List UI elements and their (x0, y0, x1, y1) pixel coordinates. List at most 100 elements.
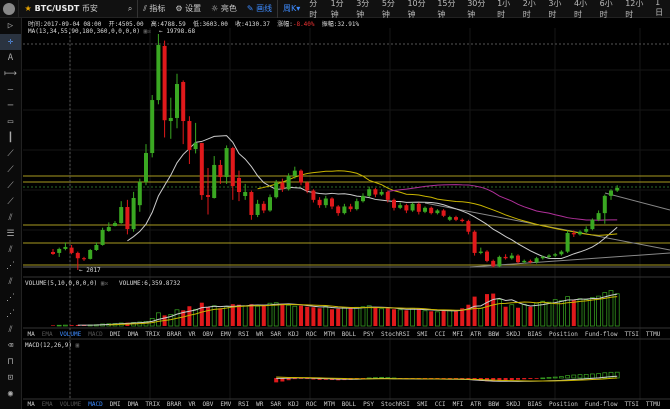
theme-button[interactable]: ☼ 亮色 (206, 3, 242, 14)
tab-roc[interactable]: ROC (306, 331, 317, 338)
extended-line-icon[interactable]: ⟋ (7, 181, 14, 191)
tab-ema[interactable]: EMA (41, 401, 53, 408)
tab-psy[interactable]: PSY (363, 331, 374, 338)
period-6[interactable]: 30分钟 (467, 0, 486, 19)
measure-icon[interactable]: ⫽ (8, 277, 13, 287)
tab-vr[interactable]: VR (188, 401, 196, 408)
tab-ttsi[interactable]: TTSI (624, 331, 639, 338)
channel-icon[interactable]: ▭ (7, 117, 14, 127)
tab-obv[interactable]: OBV (202, 331, 214, 338)
period-7[interactable]: 1小时 (497, 0, 511, 19)
magnet-icon[interactable]: ⊓ (7, 357, 14, 367)
app-logo[interactable] (0, 0, 20, 18)
period-3[interactable]: 5分钟 (381, 0, 395, 19)
tab-volume[interactable]: VOLUME (59, 331, 82, 338)
tab-kdj[interactable]: KDJ (288, 401, 299, 408)
tab-atr[interactable]: ATR (470, 401, 482, 408)
period-11[interactable]: 6小时 (599, 0, 613, 19)
eye-icon[interactable]: ◉ (7, 389, 14, 399)
tab-dma[interactable]: DMA (127, 401, 139, 408)
tab-dma[interactable]: DMA (127, 331, 139, 338)
tab-kdj[interactable]: KDJ (288, 331, 299, 338)
tab-dmi[interactable]: DMI (109, 401, 121, 408)
period-dropdown[interactable]: 周K ▾ (278, 3, 305, 14)
ray-icon[interactable]: ⟼ (4, 69, 17, 79)
tab-roc[interactable]: ROC (306, 401, 317, 408)
settings-button[interactable]: ⚙ 设置 (170, 3, 206, 14)
tab-wr[interactable]: WR (256, 401, 264, 408)
tab-skdj[interactable]: SKDJ (506, 331, 521, 338)
gann-icon[interactable]: ⫽ (8, 245, 13, 255)
period-4[interactable]: 10分钟 (407, 0, 426, 19)
parallel-icon[interactable]: ⟋ (7, 197, 14, 207)
tab-ema[interactable]: EMA (41, 331, 53, 338)
settings-icon[interactable]: ▣ (75, 342, 80, 349)
draw-button[interactable]: ✎ 画线 (242, 3, 277, 14)
tab-boll[interactable]: BOLL (341, 401, 357, 408)
settings-icon[interactable]: ▣ (100, 280, 105, 287)
tab-mtm[interactable]: MTM (323, 331, 335, 338)
tab-ttmu[interactable]: TTMU (645, 401, 661, 408)
wave-icon[interactable]: ⋰ (6, 309, 15, 319)
search-icon[interactable]: ⌕ (127, 3, 133, 13)
period-1[interactable]: 1分钟 (330, 0, 344, 19)
tab-bias[interactable]: BIAS (527, 331, 543, 338)
eraser-icon[interactable]: ⌫ (7, 341, 14, 351)
tab-obv[interactable]: OBV (202, 401, 214, 408)
tab-bias[interactable]: BIAS (527, 401, 543, 408)
tab-mfi[interactable]: MFI (452, 401, 464, 408)
text-icon[interactable]: A (7, 53, 14, 63)
fan-icon[interactable]: ⋰ (6, 261, 15, 271)
segment-icon[interactable]: ─ (7, 101, 14, 111)
pitchfork-icon[interactable]: ⫽ (8, 213, 13, 223)
close-icon[interactable]: ☒ (104, 280, 109, 287)
tab-volume[interactable]: VOLUME (59, 401, 82, 408)
tab-sar[interactable]: SAR (270, 401, 282, 408)
vline-icon[interactable]: ┃ (7, 133, 14, 143)
period-2[interactable]: 3分钟 (356, 0, 370, 19)
lock-icon[interactable]: ⊡ (7, 373, 14, 383)
cursor-icon[interactable]: ▷ (7, 21, 14, 31)
tab-cci[interactable]: CCI (434, 401, 446, 408)
tab-vr[interactable]: VR (188, 331, 196, 338)
tab-brar[interactable]: BRAR (166, 331, 182, 338)
fib-icon[interactable]: ☰ (6, 229, 15, 239)
brush-icon[interactable]: ⫽ (8, 325, 13, 335)
period-12[interactable]: 12小时 (625, 0, 644, 19)
period-9[interactable]: 3小时 (548, 0, 562, 19)
indicators-button[interactable]: ⫽ 指标 (138, 3, 170, 14)
tab-brar[interactable]: BRAR (166, 401, 182, 408)
tab-trix[interactable]: TRIX (145, 401, 160, 408)
tab-boll[interactable]: BOLL (341, 331, 357, 338)
tab-rsi[interactable]: RSI (238, 331, 250, 338)
tab-smi[interactable]: SMI (416, 331, 428, 338)
tab-ttmu[interactable]: TTMU (645, 331, 661, 338)
tab-fund-flow[interactable]: Fund-flow (584, 331, 618, 338)
tab-rsi[interactable]: RSI (238, 401, 250, 408)
tab-psy[interactable]: PSY (363, 401, 374, 408)
tab-cci[interactable]: CCI (434, 331, 446, 338)
tab-atr[interactable]: ATR (470, 331, 482, 338)
tab-macd[interactable]: MACD (88, 331, 103, 338)
star-icon[interactable]: ★ (24, 4, 32, 13)
period-0[interactable]: 分时 (309, 0, 318, 19)
tab-macd[interactable]: MACD (88, 401, 103, 408)
tab-position[interactable]: Position (549, 331, 578, 338)
tab-ttsi[interactable]: TTSI (624, 401, 639, 408)
tab-position[interactable]: Position (549, 401, 578, 408)
tab-emv[interactable]: EMV (220, 401, 232, 408)
trendline-icon[interactable]: ⟋ (7, 149, 14, 159)
pattern-icon[interactable]: ⋰ (6, 293, 15, 303)
tab-trix[interactable]: TRIX (145, 331, 160, 338)
tab-dmi[interactable]: DMI (109, 331, 121, 338)
tab-bbw[interactable]: BBW (488, 401, 500, 408)
arrow-line-icon[interactable]: ⟋ (7, 165, 14, 175)
period-10[interactable]: 4小时 (573, 0, 588, 19)
hline-icon[interactable]: — (7, 85, 14, 95)
tab-fund-flow[interactable]: Fund-flow (584, 401, 618, 408)
tab-stochrsi[interactable]: StochRSI (380, 331, 410, 338)
period-5[interactable]: 15分钟 (437, 0, 456, 19)
tab-smi[interactable]: SMI (416, 401, 428, 408)
period-13[interactable]: 1日 (655, 0, 664, 17)
